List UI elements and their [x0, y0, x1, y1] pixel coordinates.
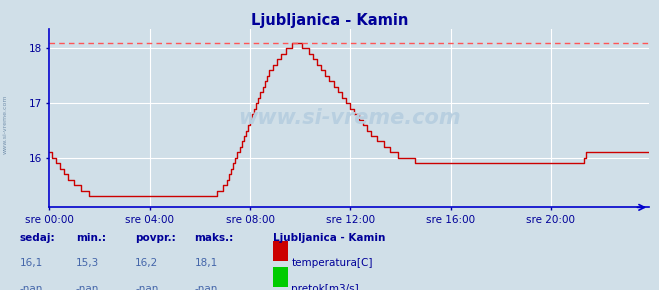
Text: temperatura[C]: temperatura[C]: [291, 258, 373, 268]
Text: maks.:: maks.:: [194, 233, 234, 243]
Text: pretok[m3/s]: pretok[m3/s]: [291, 284, 359, 290]
Text: -nan: -nan: [194, 284, 217, 290]
Text: www.si-vreme.com: www.si-vreme.com: [3, 95, 8, 155]
Text: 15,3: 15,3: [76, 258, 99, 268]
Text: povpr.:: povpr.:: [135, 233, 176, 243]
Text: 16,2: 16,2: [135, 258, 158, 268]
Text: www.si-vreme.com: www.si-vreme.com: [238, 108, 461, 128]
Text: -nan: -nan: [135, 284, 158, 290]
Text: min.:: min.:: [76, 233, 106, 243]
Text: Ljubljanica - Kamin: Ljubljanica - Kamin: [273, 233, 386, 243]
Text: -nan: -nan: [76, 284, 99, 290]
Text: 16,1: 16,1: [20, 258, 43, 268]
Text: Ljubljanica - Kamin: Ljubljanica - Kamin: [251, 13, 408, 28]
Text: -nan: -nan: [20, 284, 43, 290]
Text: 18,1: 18,1: [194, 258, 217, 268]
Text: sedaj:: sedaj:: [20, 233, 55, 243]
